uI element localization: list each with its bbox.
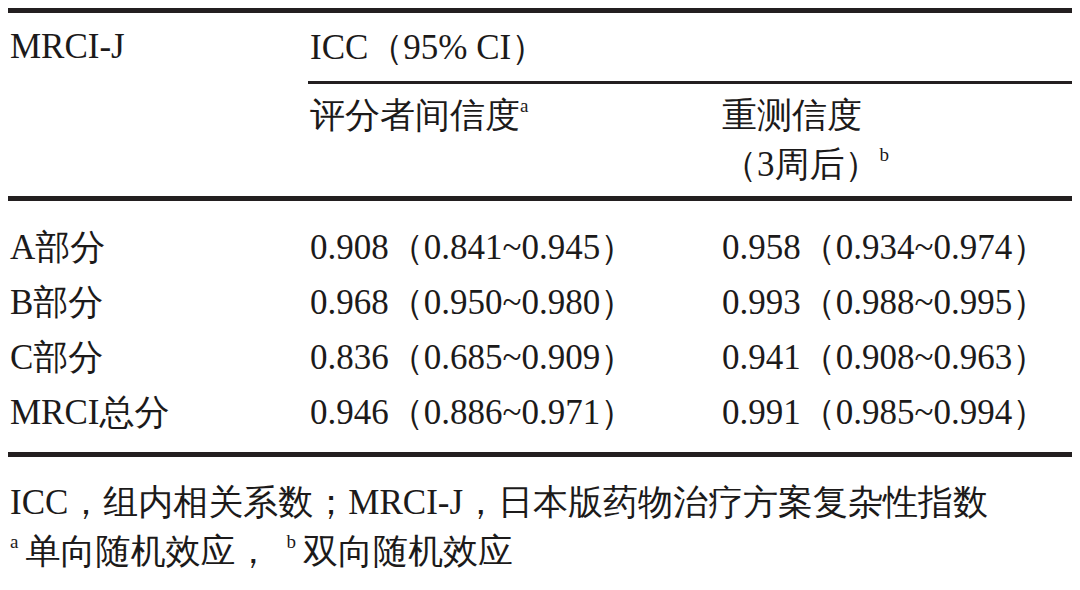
col-header-test-retest-line2: （3周后）b bbox=[722, 140, 1072, 189]
test-retest-value: 0.958（0.934~0.974） bbox=[720, 220, 1072, 275]
table-header-row-1: MRCI-J ICC（95% CI） bbox=[8, 13, 1072, 81]
table-body: A部分 0.908（0.841~0.945） 0.958（0.934~0.974… bbox=[8, 201, 1072, 452]
footnote-b-text: 双向随机效应 bbox=[303, 532, 513, 571]
table-row: B部分 0.968（0.950~0.980） 0.993（0.988~0.995… bbox=[8, 275, 1072, 330]
footnote-marker-a: a bbox=[520, 95, 528, 116]
table-bottom-rule bbox=[8, 452, 1072, 457]
inter-rater-value: 0.968（0.950~0.980） bbox=[308, 275, 720, 330]
spanner-rule bbox=[308, 81, 1072, 84]
inter-rater-value: 0.908（0.841~0.945） bbox=[308, 220, 720, 275]
test-retest-value: 0.941（0.908~0.963） bbox=[720, 330, 1072, 385]
table-header-row-2: 评分者间信度a 重测信度 （3周后）b bbox=[8, 84, 1072, 196]
table-row: C部分 0.836（0.685~0.909） 0.941（0.908~0.963… bbox=[8, 330, 1072, 385]
table-row: MRCI总分 0.946（0.886~0.971） 0.991（0.985~0.… bbox=[8, 385, 1072, 440]
footnote-a-marker: a bbox=[10, 531, 18, 552]
row-label: A部分 bbox=[8, 220, 308, 275]
paper-table: MRCI-J ICC（95% CI） 评分者间信度a 重测信度 （3周后）b A… bbox=[0, 0, 1080, 590]
col-header-test-retest-line2-label: （3周后） bbox=[722, 145, 880, 184]
col-header-test-retest-line1: 重测信度 bbox=[722, 91, 1072, 140]
footnote-marker-b: b bbox=[880, 144, 890, 165]
spanner-rule-row bbox=[8, 81, 1072, 84]
col-header-inter-rater: 评分者间信度a bbox=[308, 91, 720, 196]
inter-rater-value: 0.836（0.685~0.909） bbox=[308, 330, 720, 385]
row-label: C部分 bbox=[8, 330, 308, 385]
test-retest-value: 0.993（0.988~0.995） bbox=[720, 275, 1072, 330]
spanner-rule-spacer bbox=[8, 81, 308, 84]
footnote-b-marker: b bbox=[286, 531, 296, 552]
footnote-abbreviations: ICC，组内相关系数；MRCI-J，日本版药物治疗方案复杂性指数 bbox=[8, 480, 1072, 526]
stub-header: MRCI-J bbox=[8, 27, 308, 67]
row-label: MRCI总分 bbox=[8, 385, 308, 440]
col-header-test-retest: 重测信度 （3周后）b bbox=[720, 91, 1072, 196]
inter-rater-value: 0.946（0.886~0.971） bbox=[308, 385, 720, 440]
test-retest-value: 0.991（0.985~0.994） bbox=[720, 385, 1072, 440]
spanner-header: ICC（95% CI） bbox=[308, 24, 1072, 71]
row-label: B部分 bbox=[8, 275, 308, 330]
col-header-inter-rater-label: 评分者间信度 bbox=[310, 96, 520, 135]
stub-header-spacer bbox=[8, 91, 308, 196]
footnote-effects: a 单向随机效应， b 双向随机效应 bbox=[8, 529, 1072, 575]
table-row: A部分 0.908（0.841~0.945） 0.958（0.934~0.974… bbox=[8, 220, 1072, 275]
footnote-a-text: 单向随机效应， bbox=[25, 532, 270, 571]
